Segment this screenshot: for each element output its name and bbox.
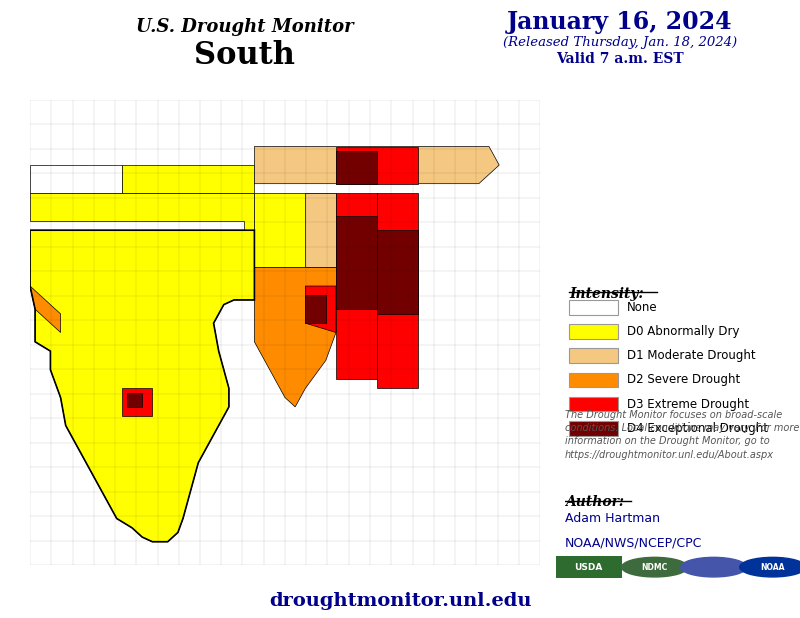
Polygon shape (122, 388, 152, 416)
Text: (Released Thursday, Jan. 18, 2024): (Released Thursday, Jan. 18, 2024) (503, 36, 737, 49)
Polygon shape (122, 165, 254, 193)
Circle shape (681, 557, 746, 577)
Polygon shape (30, 286, 61, 332)
Polygon shape (30, 165, 122, 193)
Circle shape (622, 557, 688, 577)
Polygon shape (306, 193, 336, 268)
Text: U.S. Drought Monitor: U.S. Drought Monitor (136, 18, 354, 36)
Circle shape (740, 557, 800, 577)
Polygon shape (254, 268, 346, 407)
Text: NDMC: NDMC (642, 562, 668, 572)
Polygon shape (254, 193, 336, 268)
FancyBboxPatch shape (555, 556, 622, 578)
Polygon shape (336, 216, 377, 309)
FancyBboxPatch shape (570, 421, 618, 436)
Text: D1 Moderate Drought: D1 Moderate Drought (626, 349, 755, 362)
Text: Intensity:: Intensity: (570, 287, 644, 300)
Polygon shape (336, 151, 377, 184)
Text: Valid 7 a.m. EST: Valid 7 a.m. EST (556, 52, 684, 66)
Text: droughtmonitor.unl.edu: droughtmonitor.unl.edu (269, 592, 531, 610)
FancyBboxPatch shape (570, 373, 618, 387)
Polygon shape (306, 286, 336, 332)
Polygon shape (30, 193, 254, 230)
Text: January 16, 2024: January 16, 2024 (507, 10, 733, 34)
Text: D3 Extreme Drought: D3 Extreme Drought (626, 397, 749, 410)
FancyBboxPatch shape (570, 300, 618, 315)
Polygon shape (377, 230, 418, 314)
Polygon shape (336, 193, 377, 379)
Text: D0 Abnormally Dry: D0 Abnormally Dry (626, 325, 739, 338)
Text: None: None (626, 301, 658, 314)
Polygon shape (127, 393, 142, 407)
Text: NOAA/NWS/NCEP/CPC: NOAA/NWS/NCEP/CPC (565, 537, 702, 550)
FancyBboxPatch shape (570, 324, 618, 339)
FancyBboxPatch shape (570, 349, 618, 363)
Text: Author:: Author: (565, 494, 624, 509)
Polygon shape (306, 295, 326, 323)
Text: Adam Hartman: Adam Hartman (565, 512, 660, 525)
Text: USDA: USDA (574, 562, 602, 572)
Text: The Drought Monitor focuses on broad-scale
conditions. Local conditions may vary: The Drought Monitor focuses on broad-sca… (565, 410, 799, 460)
FancyBboxPatch shape (570, 397, 618, 412)
Text: NOAA: NOAA (761, 562, 785, 572)
Text: South: South (194, 40, 295, 71)
Polygon shape (254, 146, 499, 184)
Polygon shape (336, 146, 418, 184)
Polygon shape (377, 193, 418, 388)
Polygon shape (30, 230, 254, 542)
Text: D4 Exceptional Drought: D4 Exceptional Drought (626, 421, 768, 435)
Text: D2 Severe Drought: D2 Severe Drought (626, 373, 740, 386)
